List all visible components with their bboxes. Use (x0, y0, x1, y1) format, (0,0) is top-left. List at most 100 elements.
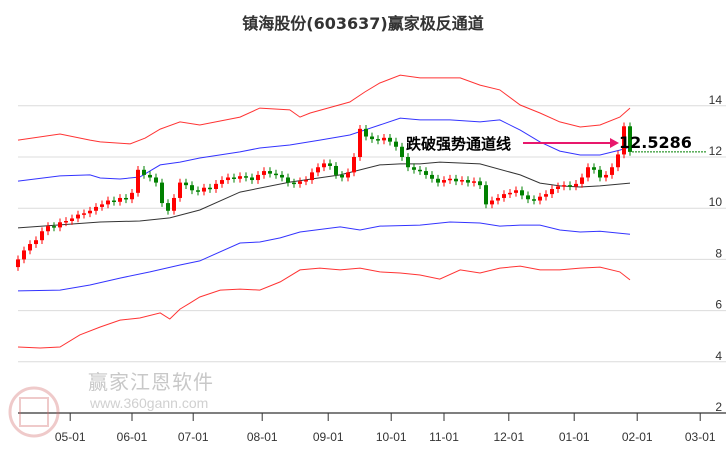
band-outer-lower (17, 265, 631, 349)
annotation-value: 12.5286 (619, 133, 692, 152)
candle-up (604, 174, 608, 178)
candle-down (340, 174, 344, 178)
candle-down (628, 126, 632, 152)
candle-down (454, 178, 458, 182)
candle-up (28, 244, 32, 251)
candle-up (490, 200, 494, 205)
candle-up (106, 200, 110, 205)
candle-up (502, 194, 506, 198)
candle-down (280, 174, 284, 178)
band-middle (17, 161, 631, 229)
candle-up (574, 183, 578, 187)
candle-up (22, 250, 26, 260)
y-tick-label: 10 (709, 195, 723, 209)
candle-up (262, 171, 266, 175)
candle-up (622, 126, 626, 155)
candle-up (352, 157, 356, 173)
candle-down (190, 185, 194, 191)
candle-down (388, 137, 392, 142)
candle-up (202, 187, 206, 192)
x-tick-label: 11-01 (429, 430, 459, 444)
candle-down (328, 163, 332, 166)
candle-up (40, 231, 44, 241)
candle-down (196, 190, 200, 192)
x-tick-label: 08-01 (247, 430, 278, 444)
candle-up (610, 167, 614, 175)
candle-down (112, 200, 116, 203)
x-tick-label: 03-01 (685, 430, 716, 444)
candle-up (496, 197, 500, 201)
candle-up (172, 197, 176, 211)
candle-up (34, 240, 38, 245)
candle-down (268, 171, 272, 174)
candle-up (64, 221, 68, 223)
candle-up (214, 183, 218, 189)
y-tick-label: 6 (715, 298, 722, 312)
candle-down (598, 169, 602, 178)
candle-down (478, 181, 482, 186)
annotation-text: 跌破强势通道线 (406, 135, 511, 153)
candle-up (514, 190, 518, 193)
candle-up (100, 204, 104, 207)
candle-up (358, 128, 362, 157)
candle-up (538, 196, 542, 201)
candle-up (556, 186, 560, 189)
candle-up (310, 172, 314, 181)
candle-up (76, 214, 80, 219)
x-tick-label: 07-01 (178, 430, 209, 444)
candle-up (304, 180, 308, 182)
candle-down (430, 174, 434, 179)
candle-down (334, 165, 338, 175)
y-tick-label: 12 (709, 144, 723, 158)
candle-down (400, 146, 404, 157)
candle-down (412, 167, 416, 170)
candle-down (592, 167, 596, 170)
candle-down (166, 203, 170, 211)
candle-down (394, 141, 398, 147)
candle-up (94, 206, 98, 211)
x-tick-label: 05-01 (55, 430, 86, 444)
candle-down (418, 169, 422, 172)
candle-down (232, 177, 236, 179)
candle-up (322, 163, 326, 168)
candle-up (472, 181, 476, 183)
candle-down (484, 185, 488, 205)
candle-up (382, 137, 386, 141)
candle-down (406, 157, 410, 168)
candle-up (82, 213, 86, 215)
x-tick-label: 09-01 (313, 430, 344, 444)
candle-up (58, 222, 62, 228)
candle-down (52, 226, 56, 228)
candle-down (532, 199, 536, 201)
band-inner-lower (17, 221, 631, 292)
candle-down (364, 128, 368, 137)
candle-up (256, 174, 260, 181)
candle-up (544, 194, 548, 197)
candle-down (292, 182, 296, 185)
candle-up (442, 180, 446, 183)
candle-down (244, 176, 248, 178)
candle-down (376, 139, 380, 141)
candle-up (586, 167, 590, 178)
candle-up (16, 259, 20, 268)
candle-up (448, 178, 452, 181)
candle-down (568, 185, 572, 187)
x-tick-label: 06-01 (117, 430, 148, 444)
candle-down (370, 136, 374, 140)
candle-down (520, 190, 524, 196)
watermark-url: www.360gann.com (90, 395, 209, 411)
candle-down (286, 177, 290, 183)
candle-up (136, 169, 140, 193)
x-tick-label: 02-01 (622, 430, 653, 444)
candle-up (220, 180, 224, 184)
band-inner-upper (17, 117, 631, 182)
chart-title: 镇海股份(603637)赢家极反通道 (242, 14, 484, 33)
arrow-head-icon (610, 138, 619, 148)
candle-up (70, 218, 74, 221)
candle-down (124, 197, 128, 200)
candle-down (160, 182, 164, 204)
candle-up (580, 177, 584, 184)
candle-up (118, 197, 122, 202)
candle-down (148, 174, 152, 178)
x-tick-label: 12-01 (493, 430, 524, 444)
